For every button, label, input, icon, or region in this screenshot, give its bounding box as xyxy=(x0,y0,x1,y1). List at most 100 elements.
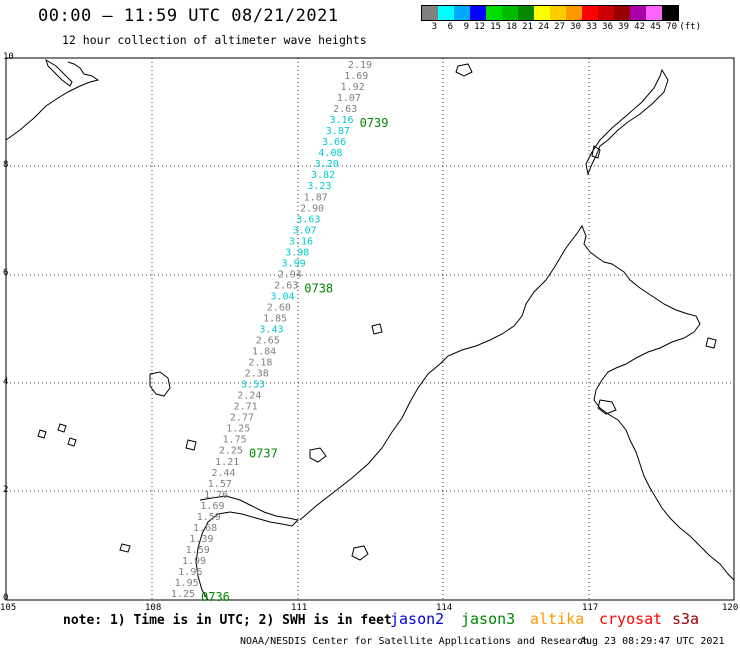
track-time-label: 0739 xyxy=(360,116,389,130)
wave-height-value: 2.18 xyxy=(248,358,272,369)
wave-height-value: 3.53 xyxy=(241,380,265,391)
island-small-7 xyxy=(455,63,473,77)
map-gridlines xyxy=(6,58,734,600)
wave-height-value: 1.25 xyxy=(171,589,195,600)
island-small-2 xyxy=(57,423,67,433)
island-small-6 xyxy=(119,543,131,553)
wave-height-value: 2.94 xyxy=(278,269,302,280)
wave-height-value: 1.85 xyxy=(263,313,287,324)
x-tick-label: 120 xyxy=(722,603,739,613)
wave-height-value: 1.59 xyxy=(197,512,221,523)
y-tick-label: 0 xyxy=(3,593,9,603)
colorbar-label: 15 xyxy=(490,22,501,32)
wave-height-value: 1.99 xyxy=(182,556,206,567)
wave-height-value: 2.44 xyxy=(211,468,235,479)
wave-height-value: 3.20 xyxy=(315,159,339,170)
generation-timestamp: Aug 23 08:29:47 UTC 2021 xyxy=(580,636,725,647)
colorbar-label: 24 xyxy=(538,22,549,32)
legend-s3a: s3a xyxy=(672,610,700,628)
coastline-palawan xyxy=(585,68,669,176)
colorbar-swatch-12 xyxy=(470,6,486,20)
wave-height-value: 1.87 xyxy=(304,192,328,203)
colorbar-label: 21 xyxy=(522,22,533,32)
y-tick-label: 6 xyxy=(3,268,9,278)
wave-height-value: 1.07 xyxy=(337,93,361,104)
colorbar-swatch-33 xyxy=(582,6,598,20)
wave-height-value: 2.90 xyxy=(300,203,324,214)
legend-jason2: jason2 xyxy=(390,610,445,628)
wave-height-value: 2.25 xyxy=(219,446,243,457)
wave-height-value: 1.95 xyxy=(175,578,199,589)
colorbar-swatch-6 xyxy=(438,6,454,20)
colorbar-swatch-15 xyxy=(486,6,502,20)
colorbar-label: 12 xyxy=(474,22,485,32)
credit-line: NOAA/NESDIS Center for Satellite Applica… xyxy=(240,636,590,647)
wave-height-value: 1.39 xyxy=(189,534,213,545)
colorbar-label: 30 xyxy=(570,22,581,32)
island-small-5 xyxy=(351,545,369,561)
wave-height-value: 2.60 xyxy=(267,302,291,313)
wave-height-value: 2.65 xyxy=(256,336,280,347)
colorbar-label: 18 xyxy=(506,22,517,32)
wave-height-value: 2.71 xyxy=(234,402,258,413)
x-tick-label: 108 xyxy=(145,603,162,613)
wave-height-value: 1.25 xyxy=(226,424,250,435)
colorbar-label: 27 xyxy=(554,22,565,32)
x-tick-label: 114 xyxy=(436,603,453,613)
island-small-4 xyxy=(309,447,327,463)
track-time-label: 0738 xyxy=(304,281,333,295)
wave-height-value: 1.76 xyxy=(204,490,228,501)
map-title: 00:00 – 11:59 UTC 08/21/2021 xyxy=(38,6,339,26)
colorbar-swatch-39 xyxy=(614,6,630,20)
colorbar-label: 39 xyxy=(618,22,629,32)
y-tick-label: 8 xyxy=(3,160,9,170)
wave-height-value: 3.43 xyxy=(259,325,283,336)
coastline-peninsula xyxy=(195,495,300,601)
island-small-8 xyxy=(371,323,383,335)
wave-height-value: 2.63 xyxy=(274,280,298,291)
colorbar-swatch-27 xyxy=(550,6,566,20)
colorbar-swatch-36 xyxy=(598,6,614,20)
colorbar-label: 6 xyxy=(447,22,453,32)
wave-height-value: 3.23 xyxy=(307,181,331,192)
colorbar-label: 42 xyxy=(634,22,645,32)
wave-height-value: 3.63 xyxy=(296,214,320,225)
wave-height-value: 3.82 xyxy=(311,170,335,181)
colorbar-label: 36 xyxy=(602,22,613,32)
colorbar-swatch-42 xyxy=(630,6,646,20)
wave-height-value: 1.21 xyxy=(215,457,239,468)
wave-height-value: 1.57 xyxy=(208,479,232,490)
wave-height-value: 3.16 xyxy=(289,236,313,247)
wave-height-value: 3.87 xyxy=(326,126,350,137)
colorbar-label: 9 xyxy=(463,22,469,32)
legend-altika: altika xyxy=(530,610,585,628)
wave-height-value: 2.77 xyxy=(230,413,254,424)
colorbar-swatch-3 xyxy=(422,6,438,20)
island-palawan-south xyxy=(591,145,601,159)
map-frame xyxy=(5,57,735,601)
island-northwest xyxy=(45,58,73,87)
wave-height-value: 2.63 xyxy=(333,104,357,115)
track-time-label: 0736 xyxy=(201,590,230,604)
wave-height-value: 2.24 xyxy=(237,391,261,402)
x-tick-label: 105 xyxy=(0,603,17,613)
colorbar-label: 45 xyxy=(650,22,661,32)
colorbar-swatch-30 xyxy=(566,6,582,20)
coastline-borneo xyxy=(299,224,735,581)
colorbar-label: 33 xyxy=(586,22,597,32)
wave-height-value: 1.96 xyxy=(178,567,202,578)
colorbar-label: 70 xyxy=(666,22,677,32)
map-subtitle: 12 hour collection of altimeter wave hei… xyxy=(62,33,367,47)
y-tick-label: 10 xyxy=(3,52,14,62)
wave-height-value: 2.38 xyxy=(245,369,269,380)
island-natuna xyxy=(149,371,171,397)
wave-height-value: 3.04 xyxy=(270,291,294,302)
y-tick-label: 2 xyxy=(3,485,9,495)
wave-height-value: 1.69 xyxy=(200,501,224,512)
colorbar-unit: (ft) xyxy=(679,22,701,32)
coastlines xyxy=(5,58,735,601)
colorbar-label: 3 xyxy=(431,22,437,32)
wave-height-value: 3.66 xyxy=(322,137,346,148)
wave-height-value: 3.16 xyxy=(329,115,353,126)
